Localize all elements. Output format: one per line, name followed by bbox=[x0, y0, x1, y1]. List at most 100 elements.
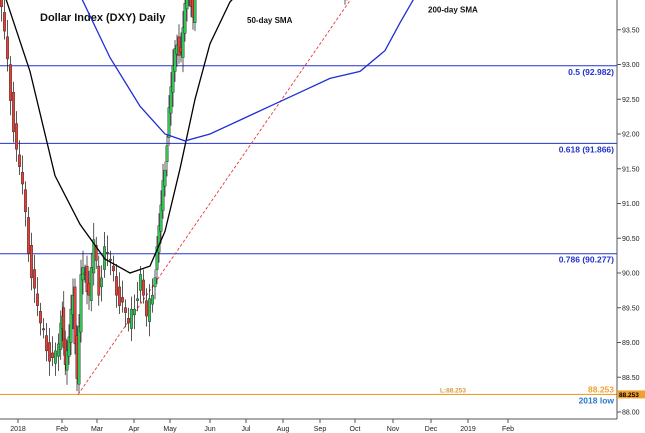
candle bbox=[118, 272, 121, 315]
candle bbox=[92, 222, 96, 286]
sma-50-line bbox=[5, 0, 233, 274]
candle bbox=[30, 232, 33, 291]
candle bbox=[153, 269, 157, 300]
l-marker-label: L:88.253 bbox=[440, 387, 466, 394]
candle bbox=[100, 265, 103, 302]
sma-200-label: 200-day SMA bbox=[428, 5, 478, 14]
price-tag-label: 88.253 bbox=[619, 392, 639, 399]
candle bbox=[89, 252, 93, 312]
candle bbox=[45, 323, 48, 362]
candle bbox=[42, 318, 45, 339]
candle bbox=[12, 81, 15, 143]
candle bbox=[21, 155, 24, 195]
diagonal-trendline bbox=[77, 0, 351, 395]
candle bbox=[163, 161, 167, 197]
candle bbox=[130, 296, 133, 342]
candle bbox=[161, 163, 165, 219]
candle bbox=[124, 299, 127, 328]
candle bbox=[167, 95, 171, 146]
x-tick-label: May bbox=[163, 426, 177, 433]
y-tick-label: 93.50 bbox=[622, 27, 640, 34]
candle bbox=[0, 0, 3, 22]
x-tick-label: Feb bbox=[56, 426, 68, 433]
candle bbox=[189, 0, 193, 18]
level-label: 0.618 (91.866) bbox=[559, 144, 614, 154]
candle bbox=[97, 255, 101, 306]
sma-50-label: 50-day SMA bbox=[247, 16, 293, 25]
y-tick-label: 88.00 bbox=[622, 410, 640, 417]
candle bbox=[77, 314, 81, 393]
candle bbox=[54, 342, 57, 376]
x-tick-label: Jun bbox=[204, 426, 215, 433]
candle bbox=[33, 254, 36, 303]
y-tick-label: 90.50 bbox=[622, 236, 640, 243]
candle bbox=[155, 236, 159, 285]
candle bbox=[151, 278, 154, 313]
sma-200-line bbox=[81, 0, 414, 142]
y-tick-label: 89.50 bbox=[622, 305, 640, 312]
candle bbox=[15, 111, 18, 162]
candle bbox=[177, 24, 181, 64]
candle bbox=[6, 20, 9, 72]
candle bbox=[344, 0, 346, 5]
candle bbox=[145, 288, 148, 327]
x-tick-label: Nov bbox=[387, 426, 400, 433]
y-tick-label: 92.00 bbox=[622, 132, 640, 139]
candle bbox=[3, 0, 6, 40]
candle bbox=[103, 231, 106, 278]
candle bbox=[136, 282, 139, 312]
x-tick-label: Oct bbox=[350, 426, 361, 433]
candle bbox=[115, 263, 118, 308]
x-tick-label: 2018 bbox=[10, 426, 26, 433]
candle bbox=[24, 181, 27, 227]
y-tick-label: 88.50 bbox=[622, 375, 640, 382]
y-tick-label: 92.50 bbox=[622, 97, 640, 104]
candle bbox=[65, 340, 69, 385]
y-tick-label: 93.00 bbox=[622, 62, 640, 69]
level-label: 2018 low bbox=[579, 395, 615, 405]
candle bbox=[183, 0, 187, 42]
candle bbox=[169, 72, 173, 126]
chart-title: Dollar Index (DXY) Daily bbox=[40, 12, 166, 24]
candle bbox=[188, 0, 190, 7]
level-label: 0.786 (90.277) bbox=[559, 255, 614, 265]
x-tick-label: Dec bbox=[425, 426, 438, 433]
candle bbox=[133, 294, 136, 330]
candle bbox=[36, 277, 39, 317]
candle bbox=[57, 333, 60, 371]
candle bbox=[69, 294, 73, 356]
candle bbox=[193, 0, 197, 32]
candle bbox=[159, 190, 163, 244]
level-label: 88.253 bbox=[588, 384, 614, 394]
x-tick-label: Sep bbox=[314, 426, 327, 433]
candle bbox=[18, 140, 21, 176]
candle bbox=[121, 280, 124, 313]
candle bbox=[27, 206, 30, 262]
x-tick-label: 2019 bbox=[460, 426, 476, 433]
candle bbox=[67, 324, 71, 365]
candle bbox=[346, 0, 348, 1]
x-axis: 2018 Feb Mar Apr May Jun Jul Aug Sep Oct Nov Dec 201… bbox=[10, 419, 514, 433]
candle bbox=[148, 284, 151, 337]
y-axis: 88.00 88.50 89.00 89.50 90.00 90.50 91.00 91.50… bbox=[617, 27, 640, 417]
candle bbox=[173, 40, 177, 82]
x-tick-label: Jul bbox=[242, 426, 251, 433]
candle bbox=[48, 327, 51, 376]
candle bbox=[165, 135, 169, 177]
plot-area: 1.618 (99.368)1.272 (98.441)97.7112018 h… bbox=[0, 0, 617, 405]
candle bbox=[39, 302, 42, 336]
x-tick-label: Feb bbox=[502, 426, 514, 433]
candle bbox=[9, 56, 12, 116]
x-tick-label: Aug bbox=[277, 426, 290, 433]
candle bbox=[142, 269, 145, 304]
candle bbox=[112, 255, 115, 282]
candle bbox=[157, 213, 161, 263]
y-tick-label: 89.00 bbox=[622, 340, 640, 347]
candle bbox=[51, 336, 54, 367]
candle bbox=[171, 49, 175, 107]
x-tick-label: Apr bbox=[129, 426, 141, 433]
price-tag-box bbox=[617, 390, 645, 399]
level-label: 0.5 (92.982) bbox=[568, 67, 614, 77]
y-tick-label: 91.00 bbox=[622, 201, 640, 208]
candle bbox=[62, 291, 66, 356]
